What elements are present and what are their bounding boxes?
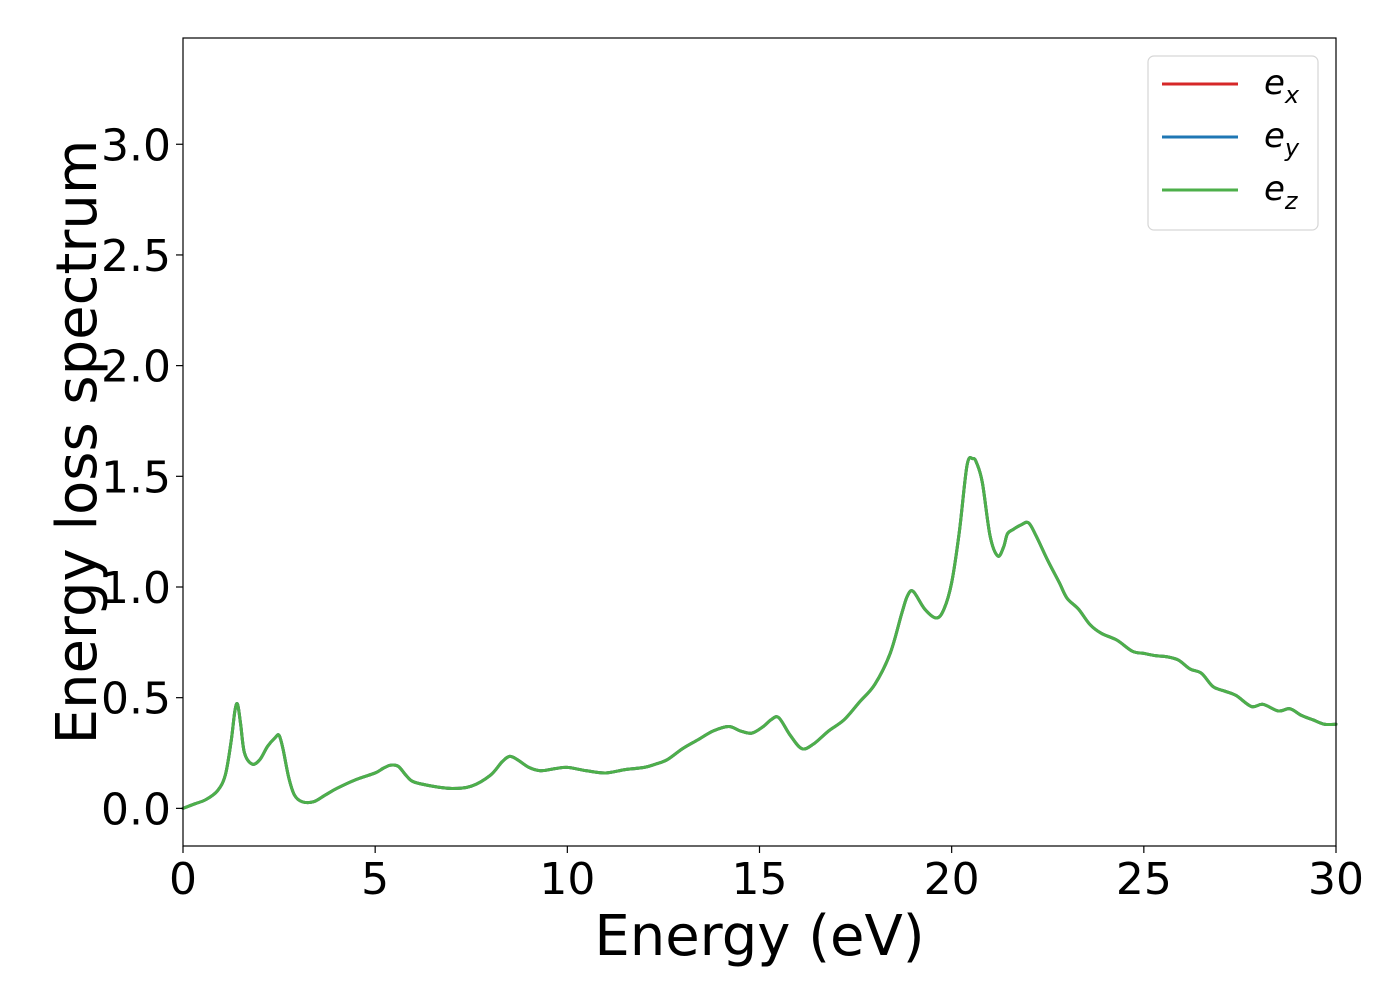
y-axis-ticks: 0.0 0.5 1.0 1.5 2.0 2.5 3.0 [101, 120, 183, 835]
x-tick-label: 15 [732, 854, 788, 905]
x-tick-label: 0 [169, 854, 197, 905]
y-tick-label: 2.5 [101, 231, 171, 282]
y-tick-label: 2.0 [101, 342, 171, 393]
x-tick-label: 30 [1308, 854, 1364, 905]
y-tick-label: 1.5 [101, 452, 171, 503]
series-line-x [181, 455, 1338, 810]
x-axis-title: Energy (eV) [594, 904, 924, 969]
x-tick-label: 25 [1116, 854, 1172, 905]
x-tick-label: 5 [361, 854, 389, 905]
series-layer [181, 455, 1338, 810]
y-tick-label: 0.5 [101, 674, 171, 725]
x-tick-label: 10 [539, 854, 595, 905]
legend-box [1147, 55, 1319, 231]
y-tick-label: 1.0 [101, 563, 171, 614]
x-axis-ticks: 0 5 10 15 20 25 30 [169, 846, 1364, 905]
y-tick-label: 3.0 [101, 120, 171, 171]
y-axis-title: Energy loss spectrum [45, 140, 110, 745]
x-tick-label: 20 [924, 854, 980, 905]
y-tick-label: 0.0 [101, 784, 171, 835]
series-line-z [181, 455, 1338, 810]
series-line-y [181, 455, 1338, 810]
